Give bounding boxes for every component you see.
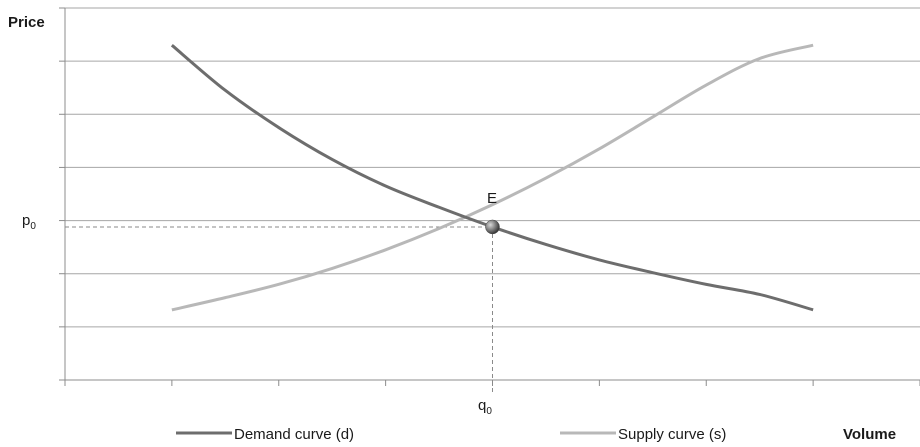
supply-curve-line	[171, 43, 814, 312]
legend-demand-label: Demand curve (d)	[234, 426, 354, 443]
equilibrium-label: E	[487, 190, 497, 207]
q-zero-label: q0	[478, 397, 492, 417]
equilibrium-point	[485, 219, 500, 235]
axes	[59, 7, 920, 386]
p-zero-label: p0	[22, 212, 36, 232]
p-subscript: 0	[30, 221, 36, 232]
legend-supply-label: Supply curve (s)	[618, 426, 726, 443]
q-label: q	[478, 397, 486, 414]
equilibrium-point-group	[485, 219, 500, 235]
y-axis-label: Price	[8, 14, 45, 31]
q-subscript: 0	[486, 406, 492, 417]
legend: Demand curve (d) Supply curve (s)	[176, 426, 726, 443]
p-label: p	[22, 212, 30, 229]
equilibrium-guides	[65, 226, 493, 394]
x-axis-label: Volume	[843, 426, 896, 443]
